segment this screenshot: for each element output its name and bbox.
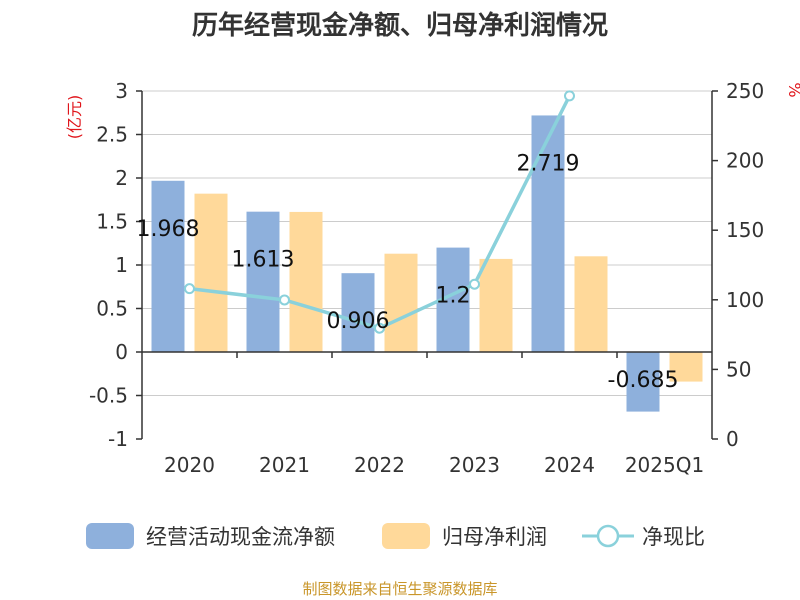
bar-data-label: 1.2	[436, 284, 471, 309]
bar-operating-cash-flow	[246, 211, 280, 352]
left-tick-label: 2.5	[96, 123, 128, 147]
legend-label-ratio: 净现比	[642, 525, 705, 549]
left-tick-label: -0.5	[89, 384, 128, 408]
left-tick-label: 0	[115, 340, 128, 364]
left-tick-label: 3	[115, 79, 128, 103]
category-label: 2022	[354, 453, 405, 477]
bar-data-label: 2.719	[517, 151, 580, 176]
legend-swatch-ratio-marker	[596, 524, 620, 548]
right-tick-label: 200	[726, 149, 764, 173]
bars-layer	[151, 115, 703, 412]
legend-swatch-operating-cash-flow	[86, 523, 134, 549]
category-label: 2025Q1	[625, 453, 704, 477]
legend-label-operating-cash-flow: 经营活动现金流净额	[146, 525, 335, 549]
left-tick-label: -1	[108, 427, 128, 451]
bar-net-profit	[384, 253, 418, 352]
data-labels-layer: 1.968 1.613 0.906 1.2 2.719 -0.685	[137, 151, 679, 393]
bar-operating-cash-flow	[151, 180, 185, 352]
data-source-note: 制图数据来自恒生聚源数据库	[302, 580, 497, 598]
bar-net-profit	[479, 258, 513, 352]
legend-label-net-profit: 归母净利润	[442, 525, 547, 549]
left-tick-label: 2	[115, 166, 128, 190]
bar-net-profit	[194, 193, 228, 352]
left-axis-unit: (亿元)	[65, 95, 84, 140]
right-tick-label: 250	[726, 79, 764, 103]
right-axis-unit: %	[785, 82, 800, 97]
bar-net-profit	[574, 256, 608, 352]
category-label: 2024	[544, 453, 595, 477]
bar-data-label: 1.613	[232, 248, 295, 273]
legend-swatch-net-profit	[382, 523, 430, 549]
bar-data-label: -0.685	[608, 368, 679, 393]
right-tick-label: 50	[726, 357, 751, 381]
legend: 经营活动现金流净额 归母净利润 净现比	[86, 523, 705, 549]
category-label: 2023	[449, 453, 500, 477]
right-tick-label: 100	[726, 288, 764, 312]
ratio-point	[564, 90, 575, 102]
bar-operating-cash-flow	[531, 115, 565, 353]
axes-layer: 3 2.5 2 1.5 1 0.5 0 -0.5 -1 250 200 150 100 50 0 2020 20…	[89, 79, 764, 477]
category-label: 2020	[164, 453, 215, 477]
right-tick-label: 0	[726, 427, 739, 451]
chart-title: 历年经营现金净额、归母净利润情况	[192, 10, 608, 41]
line-layer	[184, 90, 575, 334]
left-tick-label: 1	[115, 253, 128, 277]
left-tick-label: 1.5	[96, 210, 128, 234]
category-label: 2021	[259, 453, 310, 477]
bar-operating-cash-flow	[626, 352, 660, 412]
ratio-point	[279, 294, 290, 306]
bar-net-profit	[669, 352, 703, 382]
left-tick-label: 0.5	[96, 297, 128, 321]
ratio-point	[469, 278, 480, 290]
bar-data-label: 0.906	[327, 309, 390, 334]
bar-data-label: 1.968	[137, 217, 200, 242]
bar-net-profit	[289, 211, 323, 352]
ratio-point	[374, 322, 385, 334]
right-tick-label: 150	[726, 218, 764, 242]
ratio-point	[184, 283, 195, 295]
bar-operating-cash-flow	[341, 273, 375, 352]
